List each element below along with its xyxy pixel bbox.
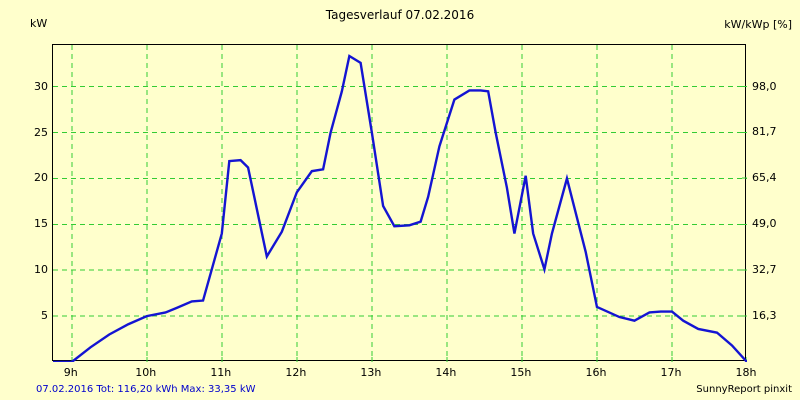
y-axis-left-tick-label: 5 bbox=[41, 309, 48, 323]
y-axis-left-unit-label: kW bbox=[30, 17, 48, 30]
x-axis-tick-label: 14h bbox=[435, 366, 457, 379]
horizontal-gridlines bbox=[53, 86, 747, 317]
y-axis-left-tick-label: 30 bbox=[34, 79, 48, 93]
plot-svg bbox=[53, 45, 747, 362]
y-axis-left-tick-label: 20 bbox=[34, 171, 48, 185]
x-axis-tick-label: 11h bbox=[210, 366, 232, 379]
y-axis-left-tick-label: 10 bbox=[34, 263, 48, 277]
plot-area bbox=[52, 44, 747, 362]
x-axis-tick-label: 17h bbox=[660, 366, 682, 379]
x-axis-ticks bbox=[71, 86, 747, 362]
footer-summary-text: 07.02.2016 Tot: 116,20 kWh Max: 33,35 kW bbox=[36, 384, 256, 395]
y-axis-right-tick-label: 16,3 bbox=[752, 309, 777, 323]
x-axis-tick-label: 15h bbox=[510, 366, 532, 379]
vertical-gridlines bbox=[71, 45, 673, 362]
y-axis-right-tick-label: 81,7 bbox=[752, 125, 777, 139]
chart-title: Tagesverlauf 07.02.2016 bbox=[325, 8, 475, 22]
y-axis-left-tick-label: 25 bbox=[34, 125, 48, 139]
x-axis-tick-label: 18h bbox=[735, 366, 757, 379]
y-axis-right-tick-label: 98,0 bbox=[752, 79, 777, 93]
x-axis-tick-label: 12h bbox=[285, 366, 307, 379]
y-axis-right-tick-label: 49,0 bbox=[752, 217, 777, 231]
y-axis-right-tick-label: 32,7 bbox=[752, 263, 777, 277]
y-axis-right-tick-label: 65,4 bbox=[752, 171, 777, 185]
y-axis-left-tick-label: 15 bbox=[34, 217, 48, 231]
y-axis-right-unit-label: kW/kWp [%] bbox=[724, 18, 792, 31]
data-series-line bbox=[53, 54, 747, 362]
x-axis-tick-label: 9h bbox=[63, 366, 78, 379]
footer-credit-text: SunnyReport pinxit bbox=[696, 384, 792, 395]
x-axis-tick-label: 10h bbox=[135, 366, 157, 379]
x-axis-tick-label: 13h bbox=[360, 366, 382, 379]
x-axis-tick-label: 16h bbox=[585, 366, 607, 379]
